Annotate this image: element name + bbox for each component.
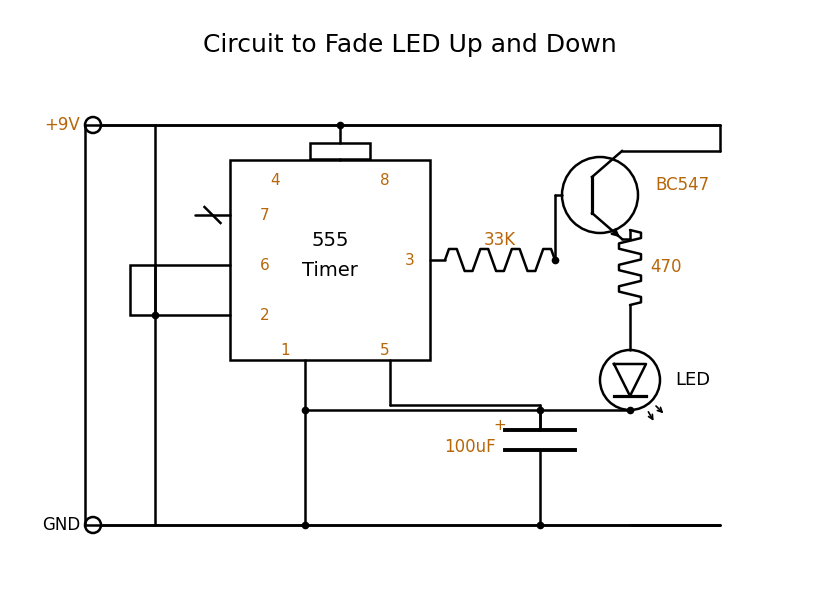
Text: Timer: Timer — [301, 261, 358, 279]
Text: 1: 1 — [280, 343, 289, 357]
Text: 8: 8 — [380, 172, 389, 188]
Text: 3: 3 — [405, 253, 414, 268]
Text: 7: 7 — [260, 207, 269, 223]
Text: +9V: +9V — [44, 116, 80, 134]
Text: Circuit to Fade LED Up and Down: Circuit to Fade LED Up and Down — [203, 33, 616, 57]
Text: BC547: BC547 — [654, 176, 708, 194]
Text: 470: 470 — [649, 258, 681, 276]
Text: 6: 6 — [260, 258, 269, 272]
Text: 100uF: 100uF — [444, 438, 495, 456]
Text: GND: GND — [42, 516, 80, 534]
Text: 555: 555 — [311, 231, 348, 250]
Text: 33K: 33K — [483, 231, 515, 249]
Text: +: + — [493, 418, 506, 432]
Text: LED: LED — [674, 371, 709, 389]
Text: 4: 4 — [269, 172, 279, 188]
Text: 5: 5 — [380, 343, 389, 357]
Text: 2: 2 — [260, 308, 269, 322]
